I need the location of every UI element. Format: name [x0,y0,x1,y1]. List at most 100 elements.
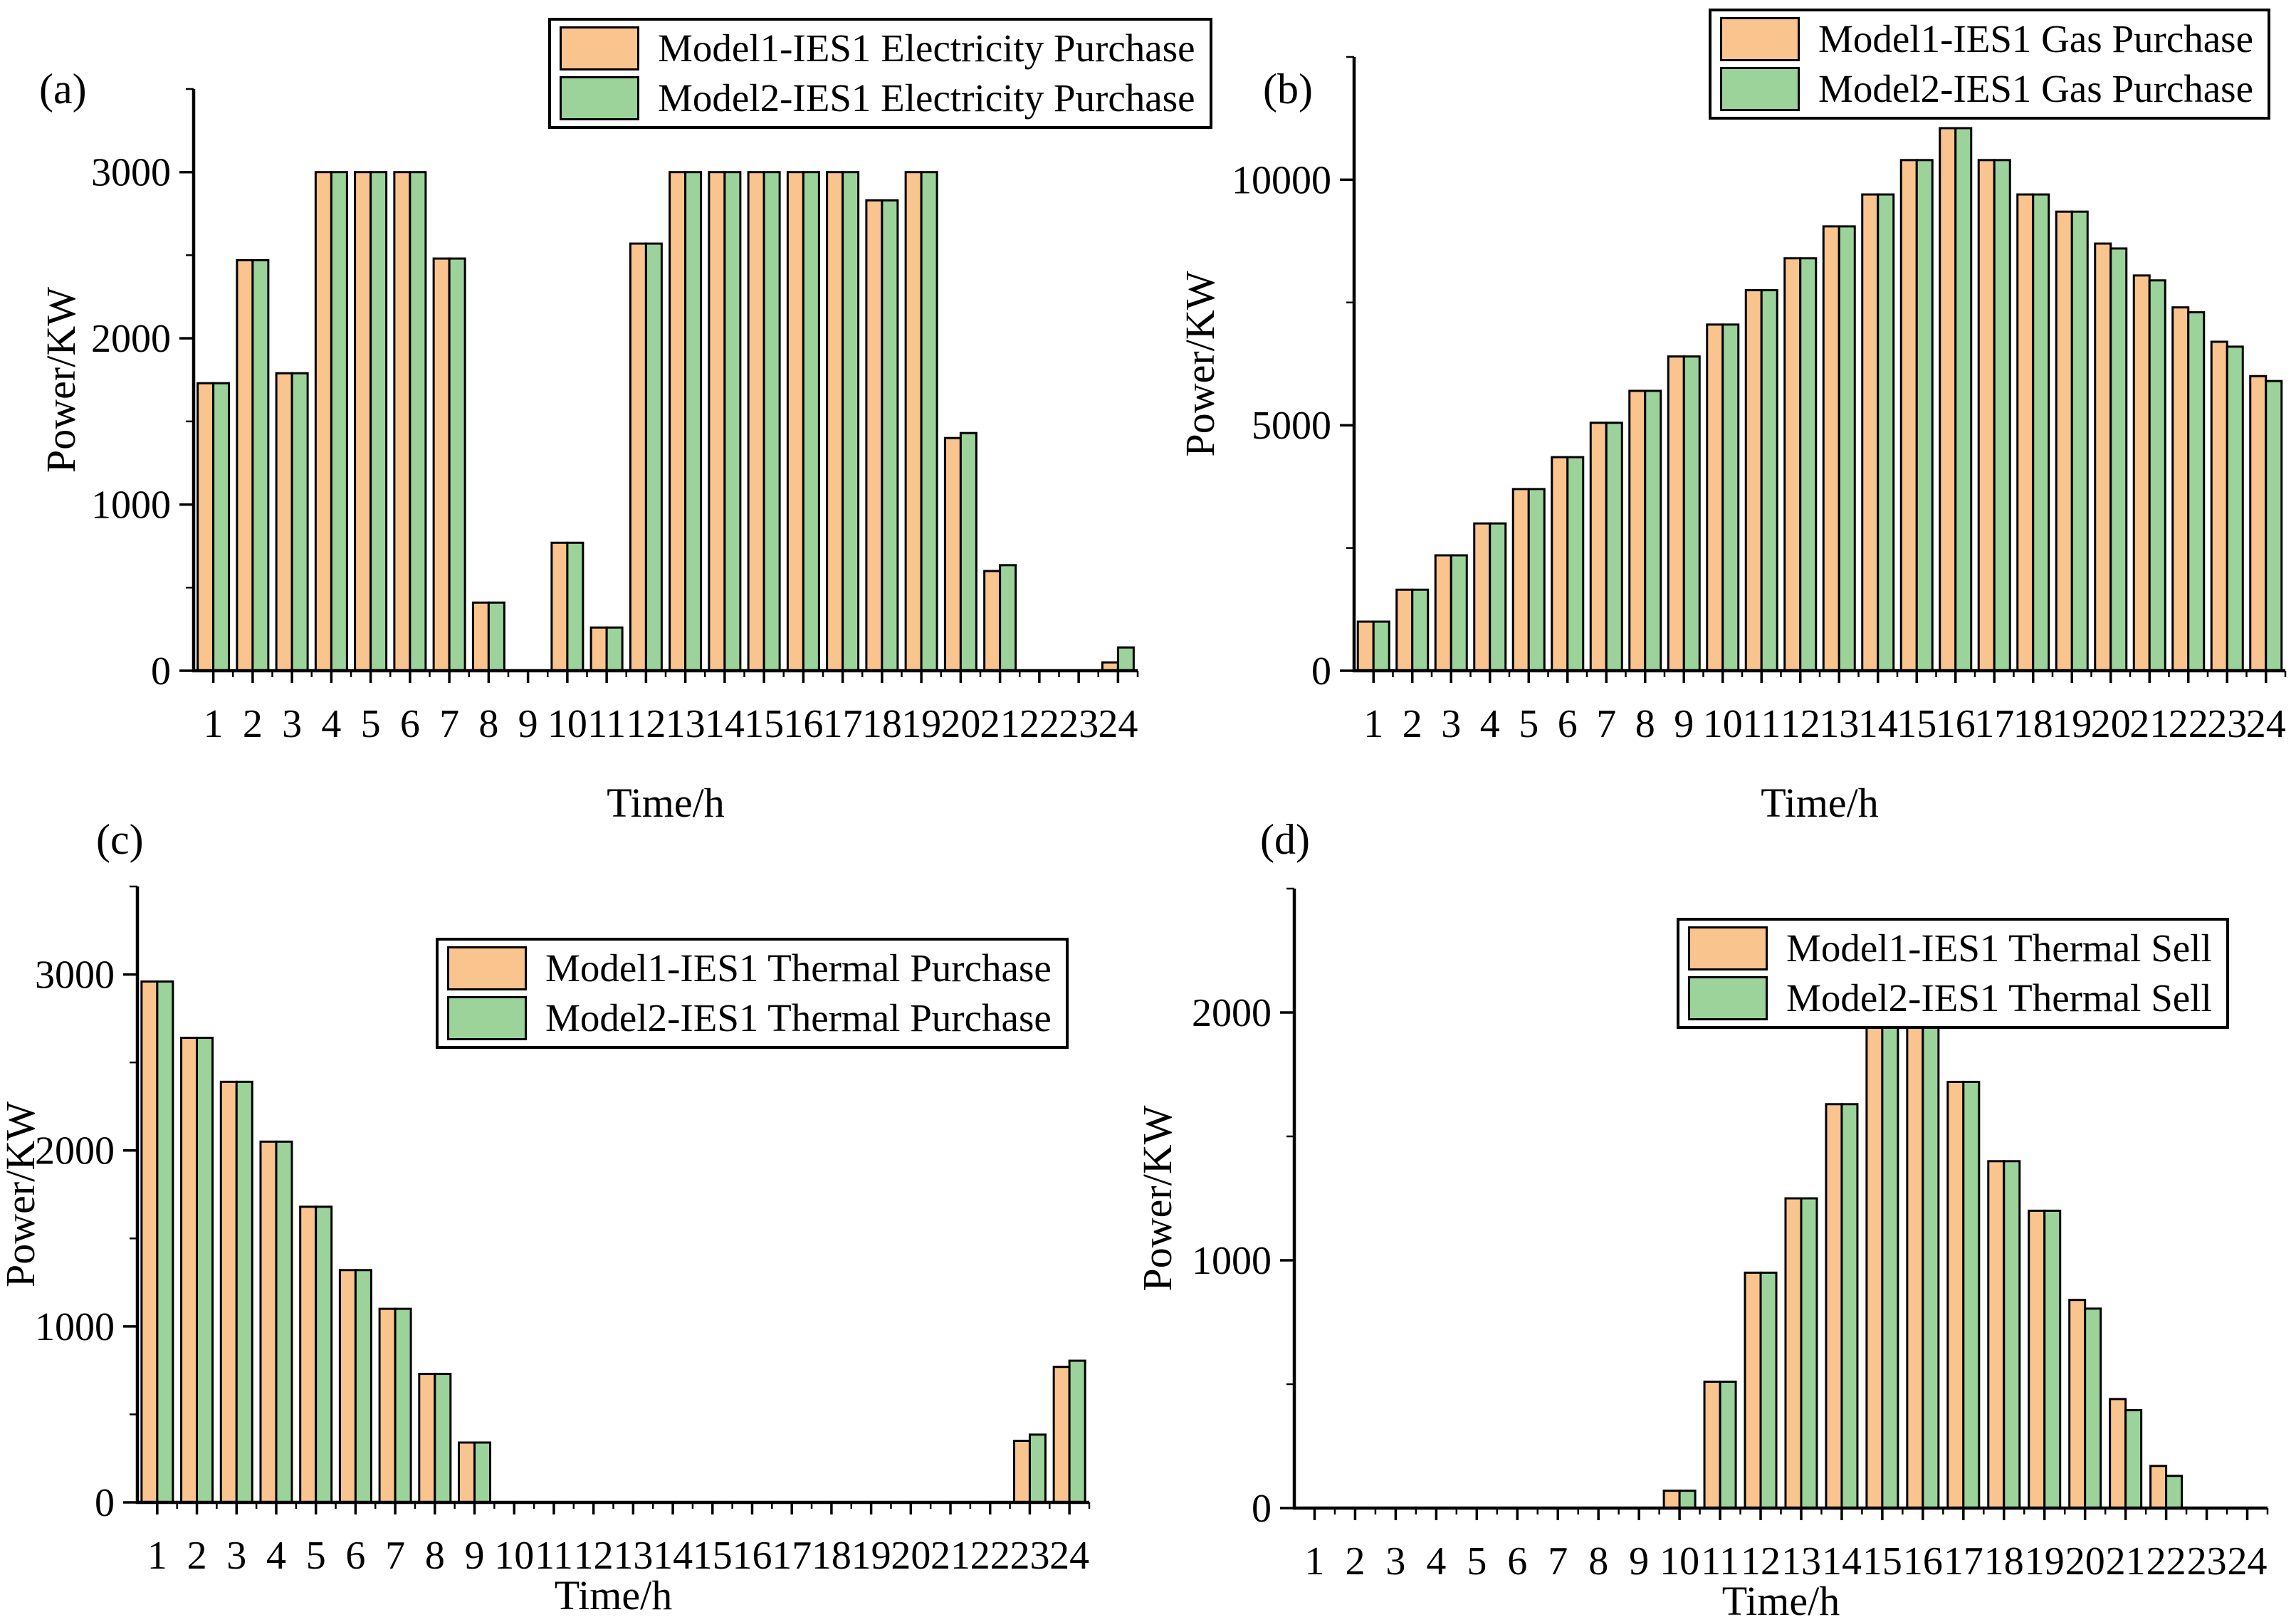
svg-text:3000: 3000 [35,953,115,998]
svg-text:17: 17 [823,702,863,746]
svg-text:1: 1 [147,1534,167,1578]
legend-swatch-model2-icon [447,996,527,1040]
panel-b-gas-purchase: (b) 0 5000 10000 1 2 3 4 5 6 7 8 9 10 11 12 13 14 15 16 17 1… [1177,0,2296,826]
svg-text:12: 12 [574,1534,614,1578]
svg-text:18: 18 [812,1534,851,1578]
svg-text:0: 0 [1311,649,1331,694]
svg-text:14: 14 [1822,1539,1862,1584]
svg-text:13: 13 [1819,702,1859,746]
legend-label-model1: Model1-IES1 Gas Purchase [1818,16,2253,61]
svg-text:Time/h: Time/h [1761,780,1878,826]
legend-label-model2: Model2-IES1 Electricity Purchase [658,75,1195,120]
svg-text:18: 18 [1984,1539,2024,1584]
panel-a-electricity-purchase: (a) 0 1000 2000 3000 1 2 3 4 5 6 7 8 9 10 11 12 13 14 15 16… [0,0,1212,826]
svg-text:19: 19 [2025,1539,2065,1584]
svg-text:Time/h: Time/h [1722,1578,1840,1622]
svg-text:2000: 2000 [91,317,171,361]
svg-text:19: 19 [851,1534,891,1578]
svg-text:2: 2 [1403,702,1422,746]
panel-c-thermal-purchase: (c) 0 1000 2000 3000 1 2 3 4 5 6 7 8 9 10 11 12 13 14 15 16… [0,811,1210,1622]
svg-text:11: 11 [535,1534,573,1578]
svg-text:13: 13 [613,1534,653,1578]
svg-text:Time/h: Time/h [607,780,724,826]
legend-thermal-sell: Model1-IES1 Thermal Sell Model2-IES1 The… [1677,918,2229,1029]
svg-text:6: 6 [400,702,420,746]
svg-text:13: 13 [1781,1539,1821,1584]
panel-d-letter: (d) [1260,816,1310,863]
legend-swatch-model2-icon [1688,976,1768,1020]
legend-label-model1: Model1-IES1 Electricity Purchase [658,26,1195,70]
svg-text:9: 9 [1674,702,1694,746]
svg-text:0: 0 [1252,1487,1272,1531]
svg-text:22: 22 [2146,1539,2186,1584]
svg-text:1: 1 [204,702,224,746]
svg-text:8: 8 [478,702,498,746]
svg-text:12: 12 [1741,1539,1781,1584]
legend-thermal-purchase: Model1-IES1 Thermal Purchase Model2-IES1… [436,938,1069,1049]
svg-text:7: 7 [439,702,459,746]
svg-text:20: 20 [940,702,980,746]
svg-text:3: 3 [282,702,302,746]
svg-text:21: 21 [980,702,1020,746]
svg-text:23: 23 [1059,702,1099,746]
svg-text:16: 16 [783,702,823,746]
legend-swatch-model1-icon [560,26,639,70]
svg-text:15: 15 [1862,1539,1902,1584]
svg-text:19: 19 [901,702,941,746]
legend-swatch-model1-icon [447,946,527,990]
legend-item-model1: Model1-IES1 Thermal Sell [1688,926,2212,970]
svg-text:2: 2 [1345,1539,1365,1584]
legend-label-model2: Model2-IES1 Gas Purchase [1818,66,2253,110]
svg-text:0: 0 [151,649,171,694]
svg-text:5: 5 [361,702,381,746]
svg-text:1: 1 [1363,702,1383,746]
svg-text:3: 3 [1385,1539,1405,1584]
svg-text:8: 8 [1635,702,1655,746]
panel-d-thermal-sell: (d) 0 1000 2000 1 2 3 4 5 6 7 8 9 10 11 12 13 14 15 16 17 18… [1134,811,2296,1622]
svg-text:4: 4 [1480,702,1500,746]
svg-text:4: 4 [1426,1539,1446,1584]
legend-item-model2: Model2-IES1 Gas Purchase [1720,67,2253,111]
svg-text:24: 24 [2246,702,2286,746]
svg-text:1: 1 [1304,1539,1324,1584]
legend-electricity-purchase: Model1-IES1 Electricity Purchase Model2-… [548,18,1212,129]
svg-text:9: 9 [1629,1539,1649,1584]
svg-text:2: 2 [187,1534,207,1578]
svg-text:12: 12 [626,702,666,746]
legend-item-model2: Model2-IES1 Electricity Purchase [560,76,1195,120]
svg-text:6: 6 [1558,702,1578,746]
legend-item-model1: Model1-IES1 Gas Purchase [1720,17,2253,61]
svg-text:18: 18 [862,702,902,746]
legend-gas-purchase: Model1-IES1 Gas Purchase Model2-IES1 Gas… [1709,9,2270,120]
svg-text:24: 24 [1098,702,1138,746]
svg-text:21: 21 [2106,1539,2146,1584]
svg-text:20: 20 [2065,1539,2105,1584]
svg-text:Power/KW: Power/KW [1177,271,1223,456]
svg-text:10: 10 [547,702,587,746]
svg-text:15: 15 [693,1534,733,1578]
svg-text:5: 5 [306,1534,326,1578]
svg-text:1000: 1000 [1192,1239,1272,1283]
svg-text:7: 7 [1548,1539,1568,1584]
svg-text:7: 7 [385,1534,405,1578]
svg-text:10000: 10000 [1232,158,1331,202]
svg-text:Power/KW: Power/KW [1134,1105,1180,1291]
svg-text:23: 23 [2207,702,2247,746]
legend-label-model2: Model2-IES1 Thermal Purchase [545,995,1052,1040]
panel-a-letter: (a) [39,66,87,113]
svg-text:13: 13 [666,702,706,746]
legend-item-model2: Model2-IES1 Thermal Purchase [447,996,1052,1040]
svg-text:24: 24 [1049,1534,1089,1578]
svg-text:9: 9 [465,1534,485,1578]
svg-text:1000: 1000 [91,483,171,528]
legend-swatch-model1-icon [1688,926,1768,970]
svg-text:19: 19 [2052,702,2092,746]
svg-text:3000: 3000 [91,151,171,195]
svg-text:4: 4 [321,702,341,746]
legend-item-model1: Model1-IES1 Thermal Purchase [447,946,1052,990]
